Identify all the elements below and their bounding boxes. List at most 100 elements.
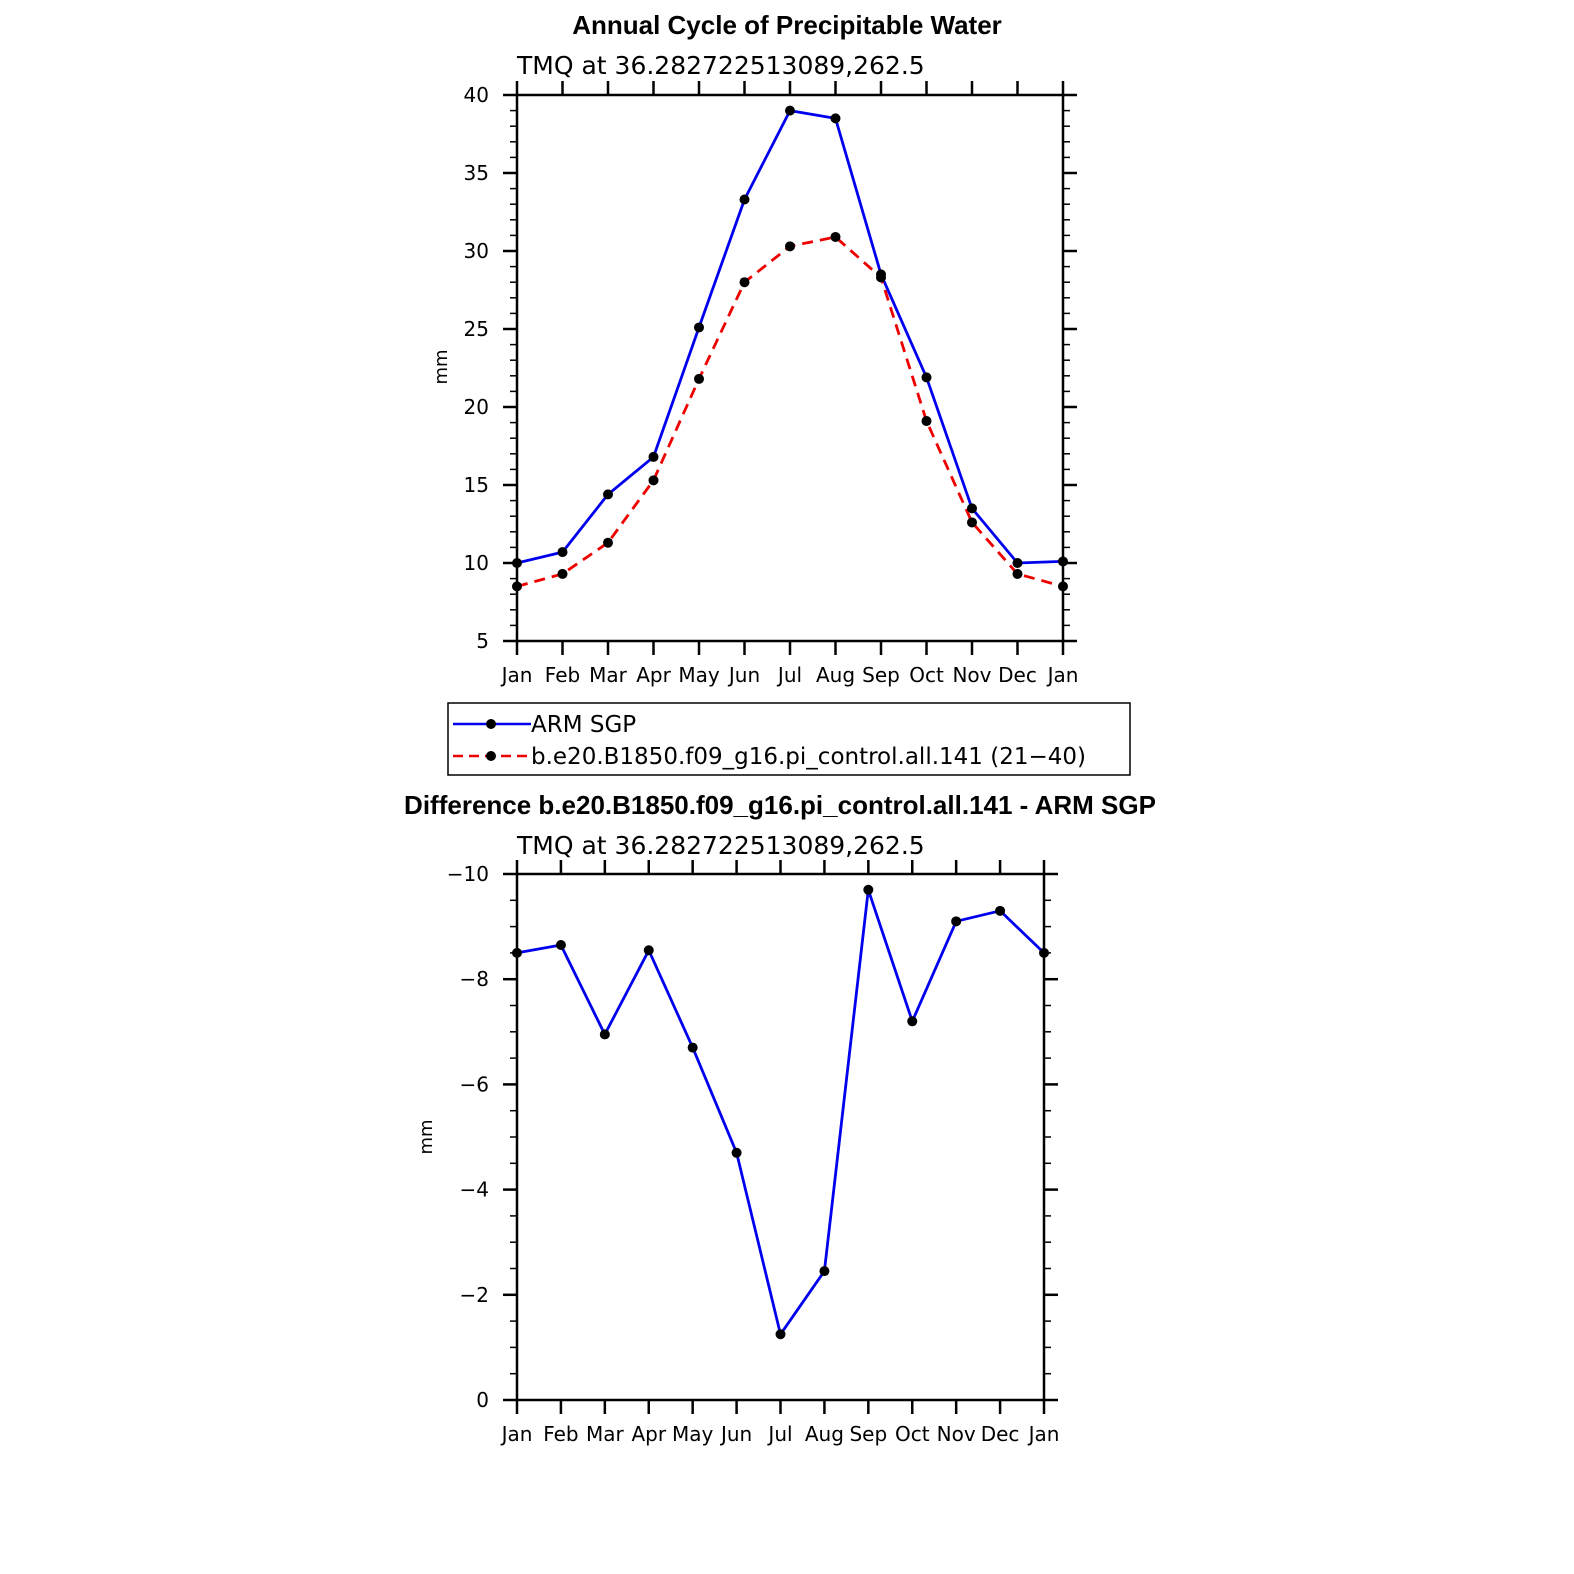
data-point-s1-7 — [830, 231, 841, 242]
x-tick-label: Jan — [500, 663, 533, 687]
data-point-s0-2 — [599, 1029, 610, 1040]
difference-chart: Difference b.e20.B1850.f09_g16.pi_contro… — [404, 790, 1156, 1446]
series-layer — [512, 884, 1049, 1340]
data-point-s0-5 — [731, 1147, 742, 1158]
x-tick-label: Dec — [981, 1422, 1020, 1446]
x-tick-label: Sep — [862, 663, 900, 687]
legend-marker-arm-sgp — [486, 719, 496, 729]
x-tick-label: Sep — [849, 1422, 887, 1446]
y-tick-label: 20 — [464, 395, 489, 419]
legend: ARM SGP b.e20.B1850.f09_g16.pi_control.a… — [447, 702, 1131, 776]
y-tick-label: 35 — [464, 161, 489, 185]
legend-label-model: b.e20.B1850.f09_g16.pi_control.all.141 (… — [531, 744, 1086, 770]
x-tick-label: May — [678, 663, 720, 687]
legend-marker-model — [486, 751, 496, 761]
y-tick-label: 40 — [464, 83, 489, 107]
x-tick-label: Mar — [589, 663, 628, 687]
y-axis-label: mm — [431, 349, 452, 384]
y-tick-label: 10 — [464, 551, 489, 575]
data-point-s1-2 — [603, 537, 613, 548]
x-tick-labels: Jan Feb Mar Apr May Jun Jul Aug Sep Oct Nov Dec Jan — [500, 663, 1079, 687]
x-tick-label: Jan — [1046, 663, 1079, 687]
x-tick-label: Nov — [952, 663, 991, 687]
data-point-s0-2 — [603, 489, 613, 500]
x-tick-label: Oct — [895, 1422, 930, 1446]
chart-subtitle: TMQ at 36.282722513089,262.5 — [516, 831, 925, 860]
x-tick-label: Aug — [816, 663, 855, 687]
data-point-s0-12 — [1058, 556, 1068, 567]
annual-cycle-chart: Annual Cycle of Precipitable Water TMQ a… — [431, 10, 1078, 687]
data-point-s0-12 — [1039, 947, 1049, 958]
chart-title: Annual Cycle of Precipitable Water — [572, 10, 1002, 40]
x-tick-label: Apr — [636, 663, 671, 687]
data-point-s1-11 — [1012, 568, 1023, 579]
y-tick-label: −10 — [447, 862, 489, 886]
data-point-s0-7 — [819, 1266, 830, 1277]
data-point-s0-10 — [951, 916, 962, 927]
x-tick-label: Dec — [998, 663, 1037, 687]
x-tick-label: Jul — [766, 1422, 792, 1446]
data-point-s1-12 — [1058, 581, 1068, 592]
data-point-s0-0 — [512, 947, 522, 958]
y-tick-labels: 0 −2 −4 −6 −8 −10 — [447, 862, 489, 1412]
data-point-s1-10 — [967, 517, 977, 528]
data-point-s0-8 — [863, 884, 874, 895]
x-tick-label: Jan — [1027, 1422, 1060, 1446]
x-tick-labels: Jan Feb Mar Apr May Jun Jul Aug Sep Oct Nov Dec Jan — [500, 1422, 1060, 1446]
y-tick-labels: 5 10 15 20 25 30 35 40 — [464, 83, 489, 653]
x-tick-label: Jul — [776, 663, 802, 687]
data-point-s0-1 — [555, 940, 566, 951]
plot-frame — [515, 93, 1065, 643]
x-tick-label: Oct — [909, 663, 944, 687]
y-tick-label: −4 — [460, 1178, 489, 1202]
data-point-s0-9 — [921, 372, 932, 383]
chart-subtitle: TMQ at 36.282722513089,262.5 — [516, 51, 925, 80]
y-tick-label: 30 — [464, 239, 489, 263]
data-point-s0-1 — [557, 547, 568, 558]
data-point-s1-6 — [785, 241, 795, 252]
series-layer — [512, 105, 1068, 592]
data-point-s1-8 — [876, 272, 886, 283]
x-tick-label: Jan — [500, 1422, 533, 1446]
y-tick-label: 25 — [464, 317, 489, 341]
data-point-s1-4 — [694, 373, 704, 384]
x-tick-label: Apr — [631, 1422, 666, 1446]
data-point-s1-5 — [739, 277, 750, 288]
series-line-0 — [516, 888, 1045, 1336]
data-point-s0-7 — [830, 113, 841, 124]
data-point-s1-9 — [921, 416, 932, 427]
data-point-s1-0 — [512, 581, 522, 592]
data-point-s0-10 — [967, 503, 977, 514]
data-point-s0-6 — [785, 105, 795, 116]
chart-title: Difference b.e20.B1850.f09_g16.pi_contro… — [404, 790, 1156, 820]
data-point-s0-0 — [512, 558, 522, 568]
x-tick-label: Feb — [545, 663, 580, 687]
data-point-s0-3 — [648, 451, 659, 462]
y-tick-label: 0 — [476, 1388, 489, 1412]
data-point-s1-1 — [557, 568, 568, 579]
series-line-0 — [516, 109, 1064, 565]
y-tick-label: 15 — [464, 473, 489, 497]
y-axis-label: mm — [416, 1119, 437, 1154]
data-point-s0-9 — [907, 1016, 918, 1027]
data-point-s0-11 — [995, 905, 1006, 916]
series-line-1 — [516, 235, 1064, 588]
plot-frame — [515, 872, 1046, 1402]
tick-marks — [503, 860, 1058, 1414]
x-tick-label: Nov — [937, 1422, 976, 1446]
data-point-s1-3 — [648, 475, 659, 486]
data-point-s0-3 — [643, 945, 654, 956]
data-point-s0-4 — [694, 322, 704, 333]
legend-box — [447, 702, 1131, 776]
data-point-s0-11 — [1012, 558, 1023, 568]
y-tick-label: −2 — [460, 1283, 489, 1307]
x-tick-label: Jun — [727, 663, 760, 687]
y-tick-label: −6 — [460, 1072, 489, 1096]
data-point-s0-5 — [739, 194, 750, 205]
data-point-s0-6 — [775, 1329, 786, 1340]
data-point-s0-4 — [687, 1042, 698, 1053]
x-tick-label: Feb — [543, 1422, 578, 1446]
y-tick-label: −8 — [460, 967, 489, 991]
y-tick-label: 5 — [476, 629, 489, 653]
